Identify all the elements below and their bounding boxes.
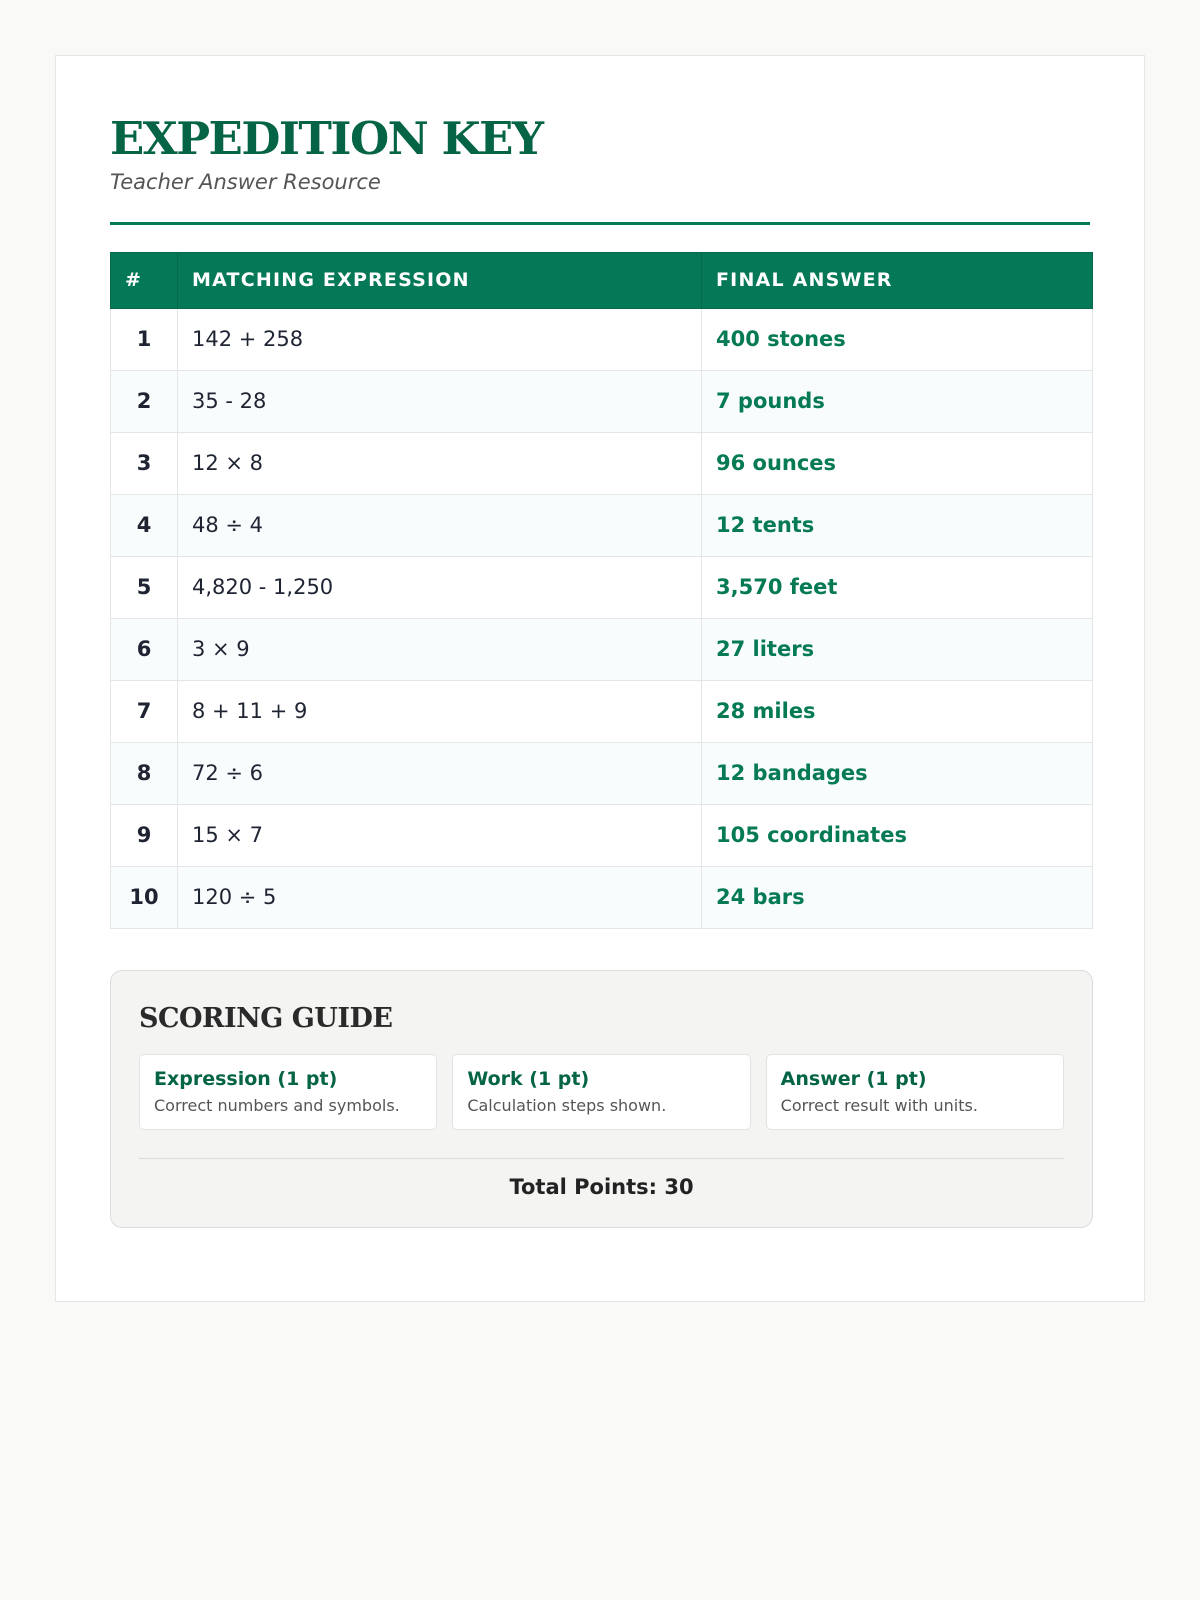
- scoring-item-answer: Answer (1 pt) Correct result with units.: [765, 1053, 1064, 1130]
- column-header-number: #: [110, 251, 178, 309]
- row-expression: 35 - 28: [177, 369, 702, 433]
- table-row: 1 142 + 258 400 stones: [110, 307, 1093, 371]
- row-number: 4: [110, 493, 178, 557]
- row-expression: 8 + 11 + 9: [177, 679, 702, 743]
- table-row: 9 15 × 7 105 coordinates: [110, 803, 1093, 867]
- page-subtitle: Teacher Answer Resource: [110, 169, 381, 194]
- table-row: 10 120 ÷ 5 24 bars: [110, 865, 1093, 929]
- row-answer: 24 bars: [701, 865, 1093, 929]
- row-number: 9: [110, 803, 178, 867]
- scoring-item-desc: Correct result with units.: [780, 1095, 978, 1115]
- row-number: 1: [110, 307, 178, 371]
- table-header-row: # MATCHING EXPRESSION FINAL ANSWER: [110, 251, 1093, 309]
- column-header-expression: MATCHING EXPRESSION: [177, 251, 702, 309]
- row-answer: 28 miles: [701, 679, 1093, 743]
- table-row: 8 72 ÷ 6 12 bandages: [110, 741, 1093, 805]
- row-answer: 105 coordinates: [701, 803, 1093, 867]
- scoring-guide-title: SCORING GUIDE: [139, 1002, 393, 1034]
- row-answer: 3,570 feet: [701, 555, 1093, 619]
- divider: [139, 1157, 1064, 1159]
- row-expression: 120 ÷ 5: [177, 865, 702, 929]
- row-number: 10: [110, 865, 178, 929]
- row-expression: 12 × 8: [177, 431, 702, 495]
- table-row: 3 12 × 8 96 ounces: [110, 431, 1093, 495]
- scoring-item-title: Work (1 pt): [467, 1067, 590, 1090]
- row-expression: 4,820 - 1,250: [177, 555, 702, 619]
- row-answer: 400 stones: [701, 307, 1093, 371]
- table-row: 2 35 - 28 7 pounds: [110, 369, 1093, 433]
- table-row: 4 48 ÷ 4 12 tents: [110, 493, 1093, 557]
- row-expression: 15 × 7: [177, 803, 702, 867]
- row-number: 7: [110, 679, 178, 743]
- divider: [110, 221, 1090, 225]
- row-answer: 12 bandages: [701, 741, 1093, 805]
- row-number: 2: [110, 369, 178, 433]
- row-number: 5: [110, 555, 178, 619]
- scoring-item-desc: Correct numbers and symbols.: [154, 1095, 400, 1115]
- scoring-item-expression: Expression (1 pt) Correct numbers and sy…: [139, 1053, 438, 1130]
- row-answer: 7 pounds: [701, 369, 1093, 433]
- row-answer: 12 tents: [701, 493, 1093, 557]
- row-expression: 48 ÷ 4: [177, 493, 702, 557]
- page-title: EXPEDITION KEY: [110, 112, 544, 165]
- table-row: 5 4,820 - 1,250 3,570 feet: [110, 555, 1093, 619]
- answer-table: # MATCHING EXPRESSION FINAL ANSWER 1 142 …: [110, 251, 1093, 929]
- row-answer: 27 liters: [701, 617, 1093, 681]
- row-number: 3: [110, 431, 178, 495]
- scoring-item-work: Work (1 pt) Calculation steps shown.: [452, 1053, 751, 1130]
- scoring-item-desc: Calculation steps shown.: [467, 1095, 667, 1115]
- row-expression: 72 ÷ 6: [177, 741, 702, 805]
- scoring-item-title: Answer (1 pt): [780, 1067, 927, 1090]
- column-header-answer: FINAL ANSWER: [701, 251, 1093, 309]
- row-number: 6: [110, 617, 178, 681]
- row-number: 8: [110, 741, 178, 805]
- total-points: Total Points: 30: [509, 1174, 694, 1199]
- row-expression: 3 × 9: [177, 617, 702, 681]
- row-answer: 96 ounces: [701, 431, 1093, 495]
- scoring-guide: SCORING GUIDE Expression (1 pt) Correct …: [110, 969, 1093, 1228]
- answer-key-card: EXPEDITION KEY Teacher Answer Resource #…: [55, 55, 1145, 1302]
- scoring-item-title: Expression (1 pt): [154, 1067, 338, 1090]
- row-expression: 142 + 258: [177, 307, 702, 371]
